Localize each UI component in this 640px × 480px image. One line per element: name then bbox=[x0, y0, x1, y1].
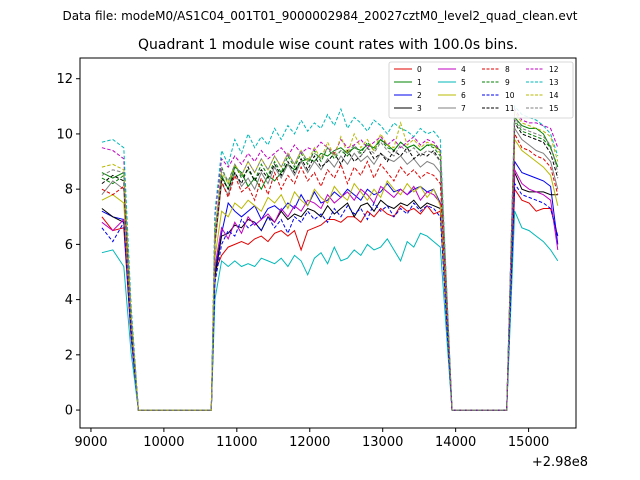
y-axis: 0 2 4 6 8 10 12 bbox=[56, 72, 80, 419]
legend-label: 4 bbox=[461, 65, 466, 74]
chart-title: Quadrant 1 module wise count rates with … bbox=[138, 37, 518, 53]
y-tick-label: 12 bbox=[56, 72, 73, 87]
legend-label: 15 bbox=[549, 104, 559, 113]
legend-label: 6 bbox=[461, 91, 466, 100]
x-offset-label: +2.98e8 bbox=[532, 455, 588, 470]
legend-label: 10 bbox=[505, 91, 515, 100]
legend-label: 3 bbox=[417, 104, 422, 113]
x-tick-label: 12000 bbox=[289, 435, 330, 450]
legend-label: 8 bbox=[505, 65, 510, 74]
legend-label: 12 bbox=[549, 65, 559, 74]
x-axis: 9000 10000 11000 12000 13000 14000 15000 bbox=[74, 428, 549, 450]
legend-label: 14 bbox=[549, 91, 559, 100]
x-tick-label: 14000 bbox=[435, 435, 476, 450]
legend-label: 5 bbox=[461, 78, 466, 87]
x-tick-label: 13000 bbox=[362, 435, 403, 450]
chart-suptitle: Data file: modeM0/AS1C04_001T01_90000029… bbox=[62, 9, 577, 23]
series-line-8 bbox=[101, 131, 559, 411]
y-tick-label: 6 bbox=[65, 238, 73, 253]
y-tick-label: 4 bbox=[65, 293, 73, 308]
legend-label: 2 bbox=[417, 91, 422, 100]
legend-label: 7 bbox=[461, 104, 466, 113]
y-tick-label: 10 bbox=[56, 127, 73, 142]
legend-label: 13 bbox=[549, 78, 559, 87]
x-tick-label: 11000 bbox=[216, 435, 257, 450]
legend-label: 0 bbox=[417, 65, 422, 74]
y-tick-label: 0 bbox=[65, 404, 73, 419]
legend-label: 1 bbox=[417, 78, 422, 87]
series-line-11 bbox=[101, 121, 559, 411]
x-tick-label: 15000 bbox=[508, 435, 549, 450]
series-line-15 bbox=[101, 115, 559, 411]
x-tick-label: 9000 bbox=[74, 435, 107, 450]
x-tick-label: 10000 bbox=[143, 435, 184, 450]
y-tick-label: 8 bbox=[65, 183, 73, 198]
legend-label: 11 bbox=[505, 104, 515, 113]
plot-frame bbox=[79, 57, 577, 429]
plot-lines bbox=[101, 104, 559, 411]
legend-label: 9 bbox=[505, 78, 510, 87]
legend-box bbox=[388, 61, 574, 119]
y-tick-label: 2 bbox=[65, 348, 73, 363]
